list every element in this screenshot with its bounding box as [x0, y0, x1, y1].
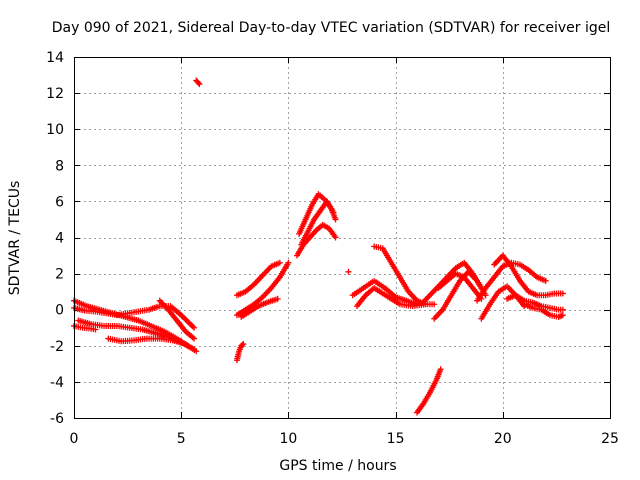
y-tick-label: 8	[55, 158, 64, 174]
data-point	[559, 306, 566, 313]
y-axis-label: SDTVAR / TECUs	[7, 181, 23, 296]
data-point	[239, 341, 246, 348]
grid	[74, 57, 610, 418]
y-tick-label: 2	[55, 267, 64, 283]
data-point	[188, 321, 195, 328]
y-tick-label: 0	[55, 303, 64, 319]
x-tick-label: 25	[601, 431, 619, 447]
x-axis-label: GPS time / hours	[279, 458, 396, 474]
y-tick-label: 10	[46, 122, 64, 138]
data-point	[431, 301, 438, 308]
data-point	[559, 312, 566, 319]
data-point	[193, 348, 200, 355]
y-tick-label: -4	[50, 375, 64, 391]
data-point	[285, 259, 292, 266]
data-point	[332, 216, 339, 223]
chart-title: Day 090 of 2021, Sidereal Day-to-day VTE…	[52, 20, 611, 36]
data-point	[196, 81, 203, 88]
data-point	[186, 320, 193, 327]
data-point	[332, 234, 339, 241]
x-tick-label: 10	[279, 431, 297, 447]
x-tick-label: 5	[177, 431, 186, 447]
y-tick-label: -2	[50, 339, 64, 355]
y-tick-label: 14	[46, 50, 64, 66]
y-tick-label: -6	[50, 411, 64, 427]
data-point	[330, 209, 337, 216]
data-point	[437, 366, 444, 373]
axis-ticks: 0 5 10 15 20 25 -6 -4 -2 0 2 4 6 8 10 12 14	[46, 50, 619, 447]
data-point	[345, 268, 352, 275]
data-point	[542, 277, 549, 284]
data-point	[182, 316, 189, 323]
data-point	[191, 324, 198, 331]
data-point	[183, 317, 190, 324]
data-point	[185, 319, 192, 326]
data-point	[191, 335, 198, 342]
y-tick-label: 12	[46, 86, 64, 102]
data-points	[71, 77, 566, 416]
x-tick-label: 15	[387, 431, 405, 447]
y-tick-label: 6	[55, 194, 64, 210]
data-point	[276, 259, 283, 266]
y-tick-label: 4	[55, 231, 64, 247]
data-point	[181, 314, 188, 321]
data-point	[189, 323, 196, 330]
x-tick-label: 20	[494, 431, 512, 447]
data-point	[195, 79, 202, 86]
x-tick-label: 0	[70, 431, 79, 447]
data-point	[240, 340, 247, 347]
plot-frame	[74, 57, 611, 419]
data-point	[559, 290, 566, 297]
data-point	[274, 295, 281, 302]
